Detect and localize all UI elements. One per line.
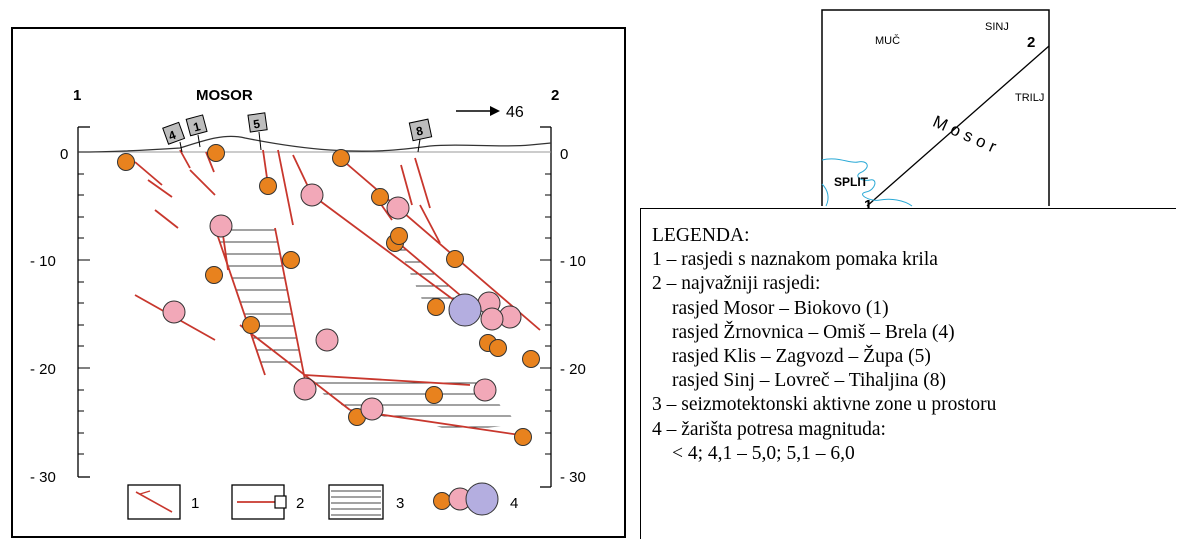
legend-num-4: 4 bbox=[510, 495, 518, 512]
right-axis-ticks bbox=[540, 151, 551, 455]
map-profile-end-1: 1 bbox=[864, 197, 872, 214]
map-place-trilj: TRILJ bbox=[1015, 92, 1044, 104]
svg-text:1: 1 bbox=[192, 119, 202, 134]
map-place-split: SPLIT bbox=[834, 175, 869, 189]
focus-small bbox=[514, 428, 532, 446]
focus-small bbox=[489, 339, 507, 357]
coastline-west bbox=[821, 183, 829, 207]
cross-section: 1 2 MOSOR 46 0 - bbox=[11, 27, 626, 538]
svg-text:4: 4 bbox=[167, 128, 178, 144]
focus-medium bbox=[480, 307, 504, 331]
focus-small bbox=[242, 316, 260, 334]
legend-icon-zone bbox=[328, 484, 384, 520]
coastline bbox=[821, 158, 913, 207]
profile-end-left-label: 1 bbox=[73, 87, 81, 104]
legend-title: LEGENDA: bbox=[652, 225, 750, 246]
legend-fault-sinj-lovrec-tihaljina: rasjed Sinj – Lovreč – Tihaljina (8) bbox=[672, 370, 947, 392]
focus-medium bbox=[209, 214, 233, 238]
legend-num-2: 2 bbox=[296, 495, 304, 512]
legend-fault-line bbox=[135, 491, 173, 513]
focus-small bbox=[117, 153, 135, 171]
focus-medium bbox=[360, 397, 384, 421]
right-tick-label-30: - 30 bbox=[560, 469, 586, 486]
focus-small bbox=[446, 250, 464, 268]
legend-fault-arrow bbox=[139, 490, 151, 495]
focus-small bbox=[259, 177, 277, 195]
focus-medium bbox=[315, 328, 339, 352]
fault-tag-8: 8 bbox=[408, 118, 433, 153]
focus-small bbox=[427, 298, 445, 316]
focus-small bbox=[207, 144, 225, 162]
svg-text:5: 5 bbox=[252, 117, 261, 132]
focus-large bbox=[448, 293, 482, 327]
fault-tag-1: 1 bbox=[185, 114, 208, 148]
legend-fault-zrnovnica-omis-brela: rasjed Žrnovnica – Omiš – Brela (4) bbox=[672, 321, 955, 343]
left-axis-ticks bbox=[78, 151, 90, 455]
profile-line bbox=[866, 45, 1050, 207]
focus-medium bbox=[300, 183, 324, 207]
legend-zone-hatch bbox=[331, 490, 381, 516]
right-tick-label-20: - 20 bbox=[560, 361, 586, 378]
map-profile-end-2: 2 bbox=[1027, 34, 1035, 51]
earthquake-foci bbox=[117, 144, 540, 446]
section-legend: 1 2 3 4 bbox=[127, 482, 518, 520]
focus-small bbox=[332, 149, 350, 167]
focus-medium bbox=[293, 377, 317, 401]
legend-fault-klis-zagvozd-zupa: rasjed Klis – Zagvozd – Župa (5) bbox=[672, 346, 931, 368]
legend-focus-large bbox=[465, 482, 499, 516]
map-place-sinj: SINJ bbox=[985, 21, 1009, 33]
legend-focus-small bbox=[433, 492, 451, 510]
location-map: MUČ SINJ 2 TRILJ Mosor SPLIT 1 bbox=[821, 9, 1050, 214]
fault-tag-5: 5 bbox=[247, 112, 268, 151]
azimuth-label: 46 bbox=[506, 104, 524, 121]
legend-icon-fault-motion bbox=[127, 484, 181, 520]
legend-major-fault-tag bbox=[274, 495, 287, 509]
focus-medium bbox=[386, 196, 410, 220]
left-tick-label-0: 0 bbox=[60, 146, 68, 163]
focus-small bbox=[390, 227, 408, 245]
legend-fault-mosor-biokovo: rasjed Mosor – Biokovo (1) bbox=[672, 297, 889, 319]
azimuth-arrow-head bbox=[490, 106, 500, 116]
focus-small bbox=[371, 188, 389, 206]
map-place-muc: MUČ bbox=[875, 34, 900, 47]
focus-small bbox=[282, 251, 300, 269]
topography-line bbox=[77, 135, 552, 153]
legend-item-2: 2 – najvažniji rasjedi: bbox=[652, 273, 821, 295]
legend-item-3: 3 – seizmotektonski aktivne zone u prost… bbox=[652, 394, 997, 416]
mosor-title: MOSOR bbox=[196, 87, 253, 104]
legend-num-1: 1 bbox=[191, 495, 199, 512]
left-tick-label-20: - 20 bbox=[30, 361, 56, 378]
right-tick-label-0: 0 bbox=[560, 146, 568, 163]
right-tick-label-10: - 10 bbox=[560, 253, 586, 270]
left-tick-label-10: - 10 bbox=[30, 253, 56, 270]
legend-item-1: 1 – rasjedi s naznakom pomaka krila bbox=[652, 249, 938, 271]
seismotectonic-zone-1 bbox=[215, 229, 305, 363]
focus-small bbox=[205, 266, 223, 284]
left-tick-label-30: - 30 bbox=[30, 469, 56, 486]
location-map-frame bbox=[821, 9, 1050, 206]
fault-tag-4: 4 bbox=[162, 121, 186, 153]
legend-num-3: 3 bbox=[396, 495, 404, 512]
focus-small bbox=[522, 350, 540, 368]
focus-small bbox=[425, 386, 443, 404]
focus-medium bbox=[162, 300, 186, 324]
legend-item-4: 4 – žarišta potresa magnituda: bbox=[652, 418, 886, 440]
legend-box: LEGENDA: 1 – rasjedi s naznakom pomaka k… bbox=[640, 208, 1176, 539]
cross-section-frame bbox=[11, 27, 626, 538]
focus-medium bbox=[473, 378, 497, 402]
legend-magnitudes: < 4; 4,1 – 5,0; 5,1 – 6,0 bbox=[672, 442, 855, 464]
profile-end-right-label: 2 bbox=[551, 87, 559, 104]
svg-text:8: 8 bbox=[415, 124, 425, 139]
